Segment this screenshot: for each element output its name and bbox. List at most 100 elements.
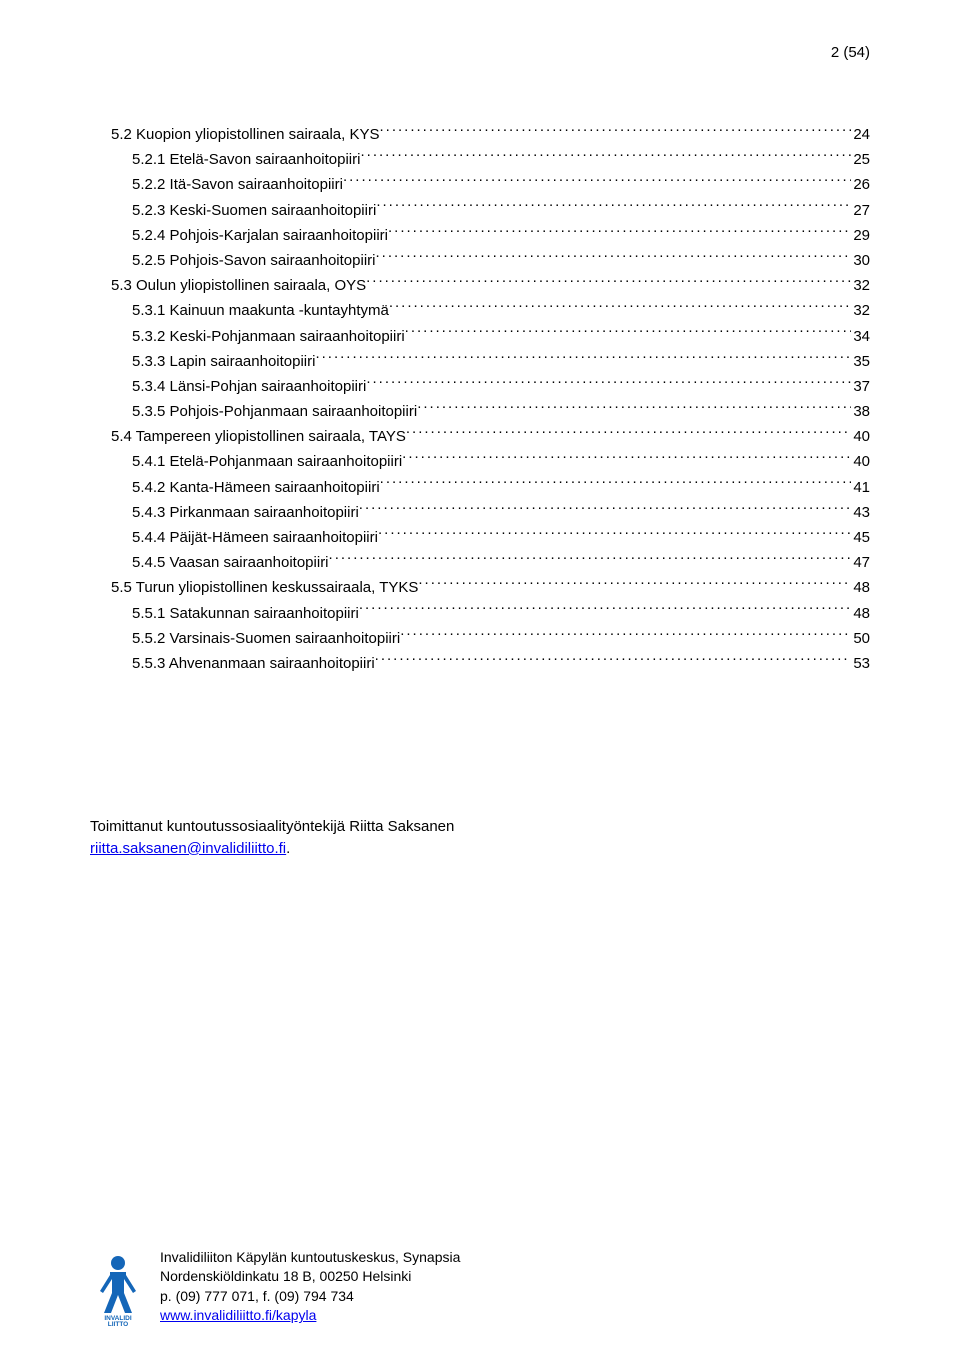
toc-leader [375, 250, 851, 265]
toc-row: 5.2 Kuopion yliopistollinen sairaala, KY… [90, 122, 870, 147]
toc-label: 5.5.3 Ahvenanmaan sairaanhoitopiiri [132, 651, 375, 676]
logo-text-bottom: LIITTO [108, 1321, 128, 1326]
toc-row: 5.5.3 Ahvenanmaan sairaanhoitopiiri 53 [90, 651, 870, 676]
toc-page-number: 40 [851, 424, 870, 449]
toc-label: 5.2 Kuopion yliopistollinen sairaala, KY… [111, 122, 380, 147]
toc-label: 5.3.1 Kainuun maakunta -kuntayhtymä [132, 298, 389, 323]
toc-page-number: 26 [851, 172, 870, 197]
toc-label: 5.4.1 Etelä-Pohjanmaan sairaanhoitopiiri [132, 449, 402, 474]
toc-page-number: 37 [851, 374, 870, 399]
toc-leader [402, 451, 851, 466]
toc-label: 5.2.4 Pohjois-Karjalan sairaanhoitopiiri [132, 223, 388, 248]
footer-org-line3: p. (09) 777 071, f. (09) 794 734 [160, 1287, 460, 1307]
toc-page-number: 25 [851, 147, 870, 172]
toc-label: 5.2.5 Pohjois-Savon sairaanhoitopiiri [132, 248, 375, 273]
toc-label: 5.4 Tampereen yliopistollinen sairaala, … [111, 424, 406, 449]
toc-row: 5.2.3 Keski-Suomen sairaanhoitopiiri 27 [90, 198, 870, 223]
toc-row: 5.4.1 Etelä-Pohjanmaan sairaanhoitopiiri… [90, 449, 870, 474]
toc-row: 5.3 Oulun yliopistollinen sairaala, OYS 3… [90, 273, 870, 298]
toc-leader [359, 603, 851, 618]
toc-page-number: 32 [851, 298, 870, 323]
toc-row: 5.3.2 Keski-Pohjanmaan sairaanhoitopiiri… [90, 324, 870, 349]
footer-org-line1: Invalidiliiton Käpylän kuntoutuskeskus, … [160, 1248, 460, 1268]
toc-page-number: 45 [851, 525, 870, 550]
toc-row: 5.3.3 Lapin sairaanhoitopiiri 35 [90, 349, 870, 374]
editor-email-line: riitta.saksanen@invalidiliitto.fi. [90, 838, 870, 860]
toc-label: 5.3.2 Keski-Pohjanmaan sairaanhoitopiiri [132, 324, 405, 349]
toc-leader [417, 401, 851, 416]
toc-leader [329, 552, 852, 567]
toc-leader [378, 527, 851, 542]
toc-label: 5.4.5 Vaasan sairaanhoitopiiri [132, 550, 329, 575]
toc-row: 5.3.4 Länsi-Pohjan sairaanhoitopiiri37 [90, 374, 870, 399]
toc-page-number: 29 [851, 223, 870, 248]
footer-org-line2: Nordenskiöldinkatu 18 B, 00250 Helsinki [160, 1267, 460, 1287]
toc-leader [359, 502, 852, 517]
toc-row: 5.2.1 Etelä-Savon sairaanhoitopiiri 25 [90, 147, 870, 172]
toc-leader [366, 275, 851, 290]
toc-row: 5.5.2 Varsinais-Suomen sairaanhoitopiiri… [90, 626, 870, 651]
toc-row: 5.4.3 Pirkanmaan sairaanhoitopiiri 43 [90, 500, 870, 525]
toc-leader [315, 351, 851, 366]
table-of-contents: 5.2 Kuopion yliopistollinen sairaala, KY… [90, 122, 870, 676]
toc-row: 5.2.5 Pohjois-Savon sairaanhoitopiiri 30 [90, 248, 870, 273]
toc-page-number: 35 [851, 349, 870, 374]
toc-row: 5.2.4 Pohjois-Karjalan sairaanhoitopiiri… [90, 223, 870, 248]
toc-page-number: 27 [851, 198, 870, 223]
toc-row: 5.4.2 Kanta-Hämeen sairaanhoitopiiri 41 [90, 475, 870, 500]
toc-leader [400, 628, 851, 643]
toc-page-number: 53 [851, 651, 870, 676]
toc-label: 5.3 Oulun yliopistollinen sairaala, OYS [111, 273, 366, 298]
toc-label: 5.2.2 Itä-Savon sairaanhoitopiiri [132, 172, 343, 197]
toc-label: 5.4.4 Päijät-Hämeen sairaanhoitopiiri [132, 525, 378, 550]
toc-leader [389, 300, 851, 315]
toc-leader [406, 426, 851, 441]
toc-leader [375, 653, 852, 668]
toc-leader [376, 200, 851, 215]
toc-leader [380, 477, 852, 492]
toc-leader [366, 376, 851, 391]
toc-row: 5.4.5 Vaasan sairaanhoitopiiri 47 [90, 550, 870, 575]
toc-row: 5.5.1 Satakunnan sairaanhoitopiiri 48 [90, 601, 870, 626]
toc-leader [405, 326, 852, 341]
toc-row: 5.3.1 Kainuun maakunta -kuntayhtymä 32 [90, 298, 870, 323]
toc-page-number: 47 [851, 550, 870, 575]
toc-label: 5.5 Turun yliopistollinen keskussairaala… [111, 575, 418, 600]
toc-page-number: 32 [851, 273, 870, 298]
footer: INVALIDI LIITTO Invalidiliiton Käpylän k… [90, 1248, 460, 1326]
toc-page-number: 43 [851, 500, 870, 525]
footer-text: Invalidiliiton Käpylän kuntoutuskeskus, … [160, 1248, 460, 1326]
toc-label: 5.4.2 Kanta-Hämeen sairaanhoitopiiri [132, 475, 380, 500]
toc-page-number: 30 [851, 248, 870, 273]
toc-leader [380, 124, 852, 139]
toc-label: 5.5.1 Satakunnan sairaanhoitopiiri [132, 601, 359, 626]
toc-page-number: 48 [851, 575, 870, 600]
toc-page-number: 34 [851, 324, 870, 349]
toc-page-number: 38 [851, 399, 870, 424]
editor-email-link[interactable]: riitta.saksanen@invalidiliitto.fi [90, 840, 286, 857]
toc-row: 5.4.4 Päijät-Hämeen sairaanhoitopiiri 45 [90, 525, 870, 550]
toc-row: 5.5 Turun yliopistollinen keskussairaala… [90, 575, 870, 600]
toc-leader [360, 149, 851, 164]
toc-page-number: 40 [851, 449, 870, 474]
toc-page-number: 50 [851, 626, 870, 651]
footer-url-link[interactable]: www.invalidiliitto.fi/kapyla [160, 1307, 316, 1323]
toc-page-number: 24 [851, 122, 870, 147]
toc-row: 5.3.5 Pohjois-Pohjanmaan sairaanhoitopii… [90, 399, 870, 424]
toc-page-number: 41 [851, 475, 870, 500]
toc-row: 5.4 Tampereen yliopistollinen sairaala, … [90, 424, 870, 449]
editor-line: Toimittanut kuntoutussosiaalityöntekijä … [90, 816, 870, 838]
toc-label: 5.2.3 Keski-Suomen sairaanhoitopiiri [132, 198, 376, 223]
toc-row: 5.2.2 Itä-Savon sairaanhoitopiiri 26 [90, 172, 870, 197]
editor-block: Toimittanut kuntoutussosiaalityöntekijä … [90, 816, 870, 860]
toc-leader [418, 577, 851, 592]
toc-label: 5.3.3 Lapin sairaanhoitopiiri [132, 349, 315, 374]
toc-label: 5.3.5 Pohjois-Pohjanmaan sairaanhoitopii… [132, 399, 417, 424]
toc-label: 5.2.1 Etelä-Savon sairaanhoitopiiri [132, 147, 360, 172]
editor-period: . [286, 840, 290, 857]
toc-leader [343, 174, 851, 189]
toc-page-number: 48 [851, 601, 870, 626]
toc-label: 5.4.3 Pirkanmaan sairaanhoitopiiri [132, 500, 359, 525]
page-number: 2 (54) [831, 44, 870, 61]
toc-label: 5.5.2 Varsinais-Suomen sairaanhoitopiiri [132, 626, 400, 651]
